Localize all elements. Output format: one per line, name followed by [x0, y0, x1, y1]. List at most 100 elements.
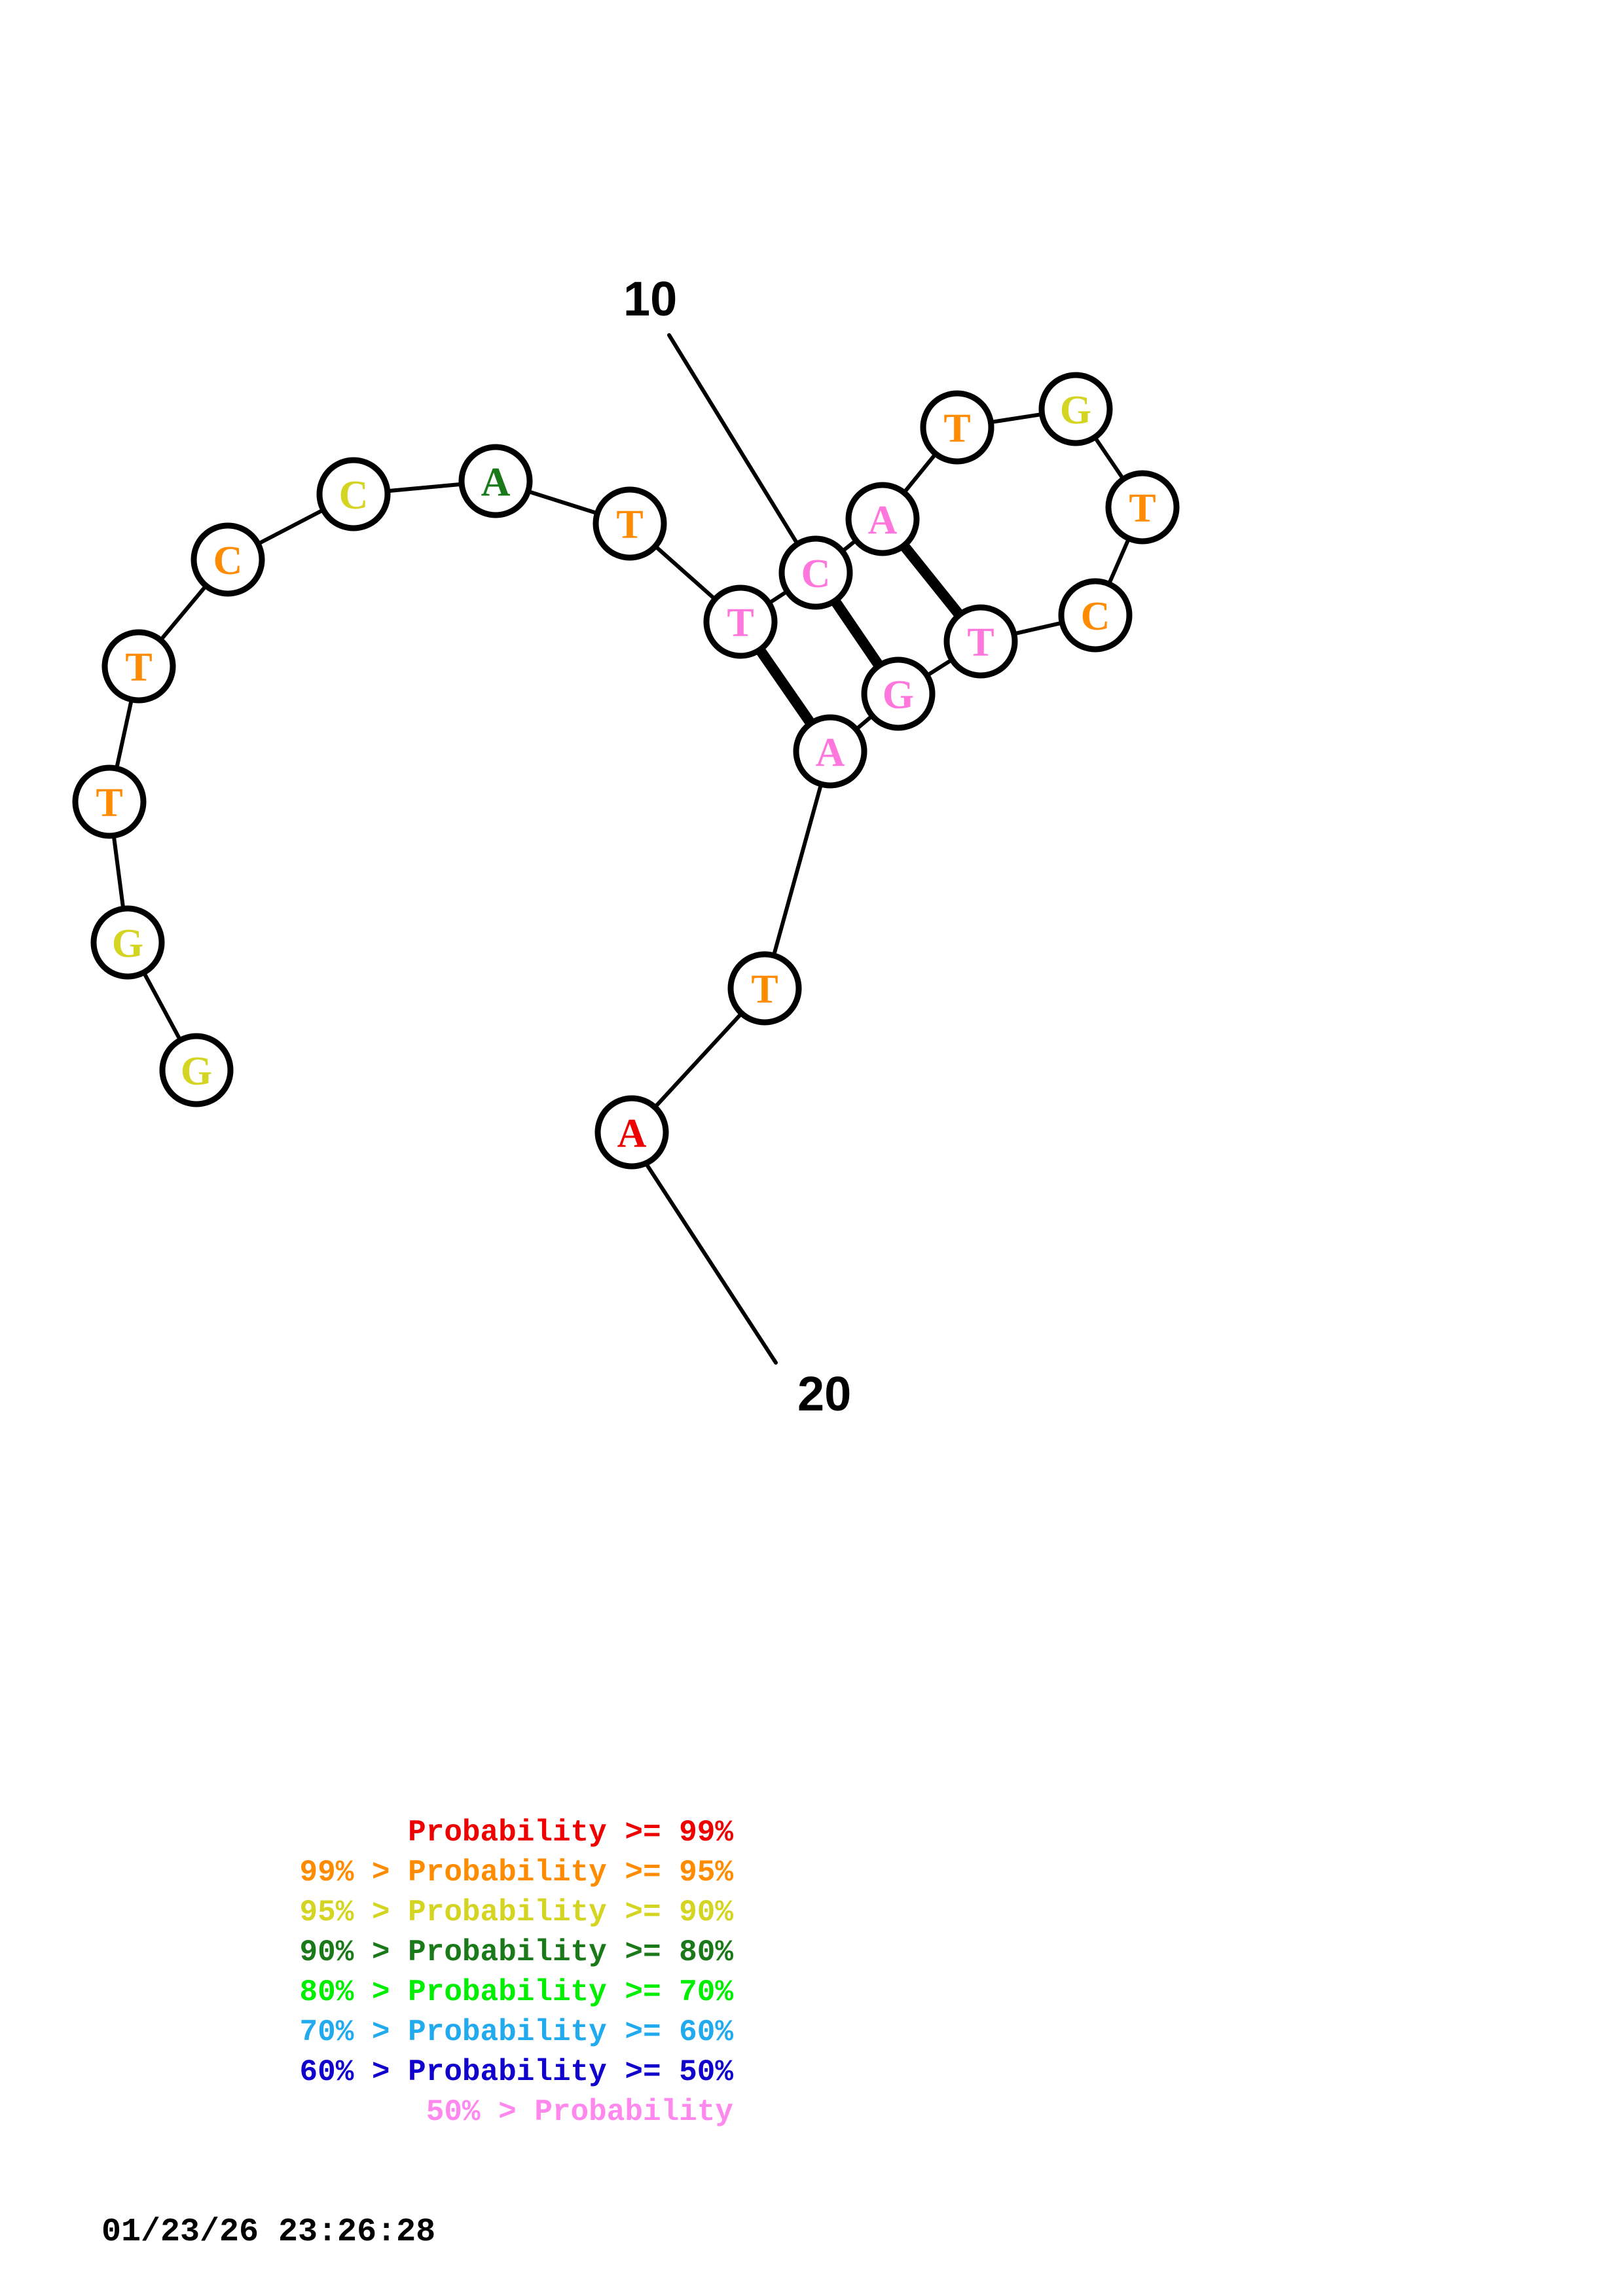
nucleotide-9-T[interactable]: T — [703, 584, 778, 659]
backbone-link — [854, 713, 875, 732]
nucleotide-16-T[interactable]: T — [943, 604, 1018, 679]
backbone-link — [1012, 620, 1065, 636]
legend-row-8: 50% > Probability — [426, 2095, 733, 2129]
nucleotide-circle — [778, 535, 853, 610]
nucleotide-11-A[interactable]: A — [845, 482, 920, 556]
nucleotide-letter: C — [801, 552, 831, 596]
legend-row-1: Probability >= 99% — [408, 1816, 733, 1850]
legend-row-7: 60% > Probability >= 50% — [299, 2055, 733, 2089]
backbone-link — [256, 508, 325, 546]
nucleotide-17-G[interactable]: G — [861, 656, 936, 731]
nucleotide-circle — [101, 629, 176, 704]
backbone-link — [1106, 536, 1131, 586]
backbone-link — [385, 482, 464, 493]
nucleotide-circle — [90, 905, 165, 980]
nucleotide-letter: C — [339, 473, 369, 518]
nucleotide-13-G[interactable]: G — [1038, 372, 1113, 446]
nucleotide-12-T[interactable]: T — [920, 390, 994, 465]
nucleotide-letter: G — [181, 1049, 212, 1094]
nucleotide-letter: G — [112, 922, 143, 966]
nucleotide-circle — [72, 764, 147, 839]
nucleotide-letter: A — [816, 730, 845, 775]
nucleotide-circle — [861, 656, 936, 731]
nucleotide-letter: T — [96, 781, 122, 825]
nucleotide-20-A[interactable]: A — [594, 1095, 669, 1170]
position-number-10: 10 — [623, 272, 677, 326]
backbone-link — [111, 833, 126, 911]
backbone-link — [767, 589, 790, 605]
nucleotide-circle — [1105, 470, 1180, 545]
nucleotide-circle — [1038, 372, 1113, 446]
position-label-layer: 10 20 — [623, 272, 851, 1421]
probability-legend: Probability >= 99% 99% > Probability >= 9… — [0, 1813, 759, 2132]
nucleotide-letter: A — [617, 1111, 647, 1156]
nucleotide-letter: C — [1081, 594, 1110, 639]
legend-row-4: 90% > Probability >= 80% — [299, 1935, 733, 1969]
backbone-link — [924, 657, 955, 678]
nucleotide-3-T[interactable]: T — [72, 764, 147, 839]
backbone-link — [526, 489, 600, 516]
nucleotide-8-T[interactable]: T — [593, 486, 667, 561]
legend-row-5: 80% > Probability >= 70% — [299, 1975, 733, 2009]
nucleotide-circle — [316, 457, 391, 531]
legend-row-2: 99% > Probability >= 95% — [299, 1856, 733, 1890]
nucleotide-14-T[interactable]: T — [1105, 470, 1180, 545]
nucleotide-circle — [191, 522, 265, 597]
nucleotide-letter: A — [868, 498, 898, 543]
backbone-link — [158, 583, 208, 643]
backbone-link — [141, 970, 183, 1043]
timestamp-label: 01/23/26 23:26:28 — [101, 2214, 436, 2251]
nucleotide-15-C[interactable]: C — [1058, 578, 1133, 653]
nucleotide-letter: T — [1129, 486, 1156, 531]
nucleotide-circle — [458, 444, 533, 518]
backbone-link — [989, 412, 1044, 425]
backbone-link — [902, 452, 938, 495]
backbone-link — [653, 1011, 744, 1109]
backbone-link — [115, 697, 134, 771]
nucleotide-circle — [703, 584, 778, 659]
base-pair-bond — [900, 542, 964, 619]
nucleotide-2-G[interactable]: G — [90, 905, 165, 980]
base-pair-bond — [830, 598, 884, 669]
nucleotide-circle — [159, 1033, 234, 1107]
backbone-link — [1093, 435, 1125, 481]
nucleotide-letter: T — [616, 503, 643, 547]
nucleotide-circle — [920, 390, 994, 465]
nucleotide-circle — [594, 1095, 669, 1170]
nucleotide-letter: C — [213, 539, 243, 583]
backbone-link — [653, 544, 718, 601]
backbone-link — [771, 782, 824, 958]
nucleotide-1-G[interactable]: G — [159, 1033, 234, 1107]
nucleotide-4-T[interactable]: T — [101, 629, 176, 704]
nucleotide-letter: T — [727, 601, 754, 645]
nucleotide-letter: T — [125, 645, 152, 690]
nucleotide-circle — [845, 482, 920, 556]
nucleotide-10-C[interactable]: C — [778, 535, 853, 610]
nucleotide-letter: G — [1060, 388, 1091, 433]
legend-row-6: 70% > Probability >= 60% — [299, 2015, 733, 2049]
position-leader-layer — [643, 333, 817, 1365]
nucleotide-circle — [593, 486, 667, 561]
nucleotide-circle — [727, 951, 802, 1026]
backbone-layer — [111, 412, 1131, 1109]
nucleotide-letter: A — [481, 460, 511, 505]
nucleotide-circle — [943, 604, 1018, 679]
nucleotide-5-C[interactable]: C — [191, 522, 265, 597]
legend-row-3: 95% > Probability >= 90% — [299, 1895, 733, 1929]
nucleotide-letter: T — [967, 620, 994, 665]
nucleotide-7-A[interactable]: A — [458, 444, 533, 518]
base-pair-layer — [756, 542, 964, 726]
position-leader-line — [667, 333, 817, 575]
position-number-20: 20 — [797, 1367, 851, 1421]
nucleotide-18-A[interactable]: A — [793, 714, 867, 789]
nucleotide-6-C[interactable]: C — [316, 457, 391, 531]
nucleotide-letter: G — [883, 673, 914, 717]
nucleotide-19-T[interactable]: T — [727, 951, 802, 1026]
nucleotide-letter: T — [943, 406, 970, 451]
base-pair-bond — [756, 647, 815, 726]
position-leader-line — [643, 1160, 778, 1365]
nucleotide-letter: T — [751, 967, 778, 1012]
nucleotide-circle — [793, 714, 867, 789]
